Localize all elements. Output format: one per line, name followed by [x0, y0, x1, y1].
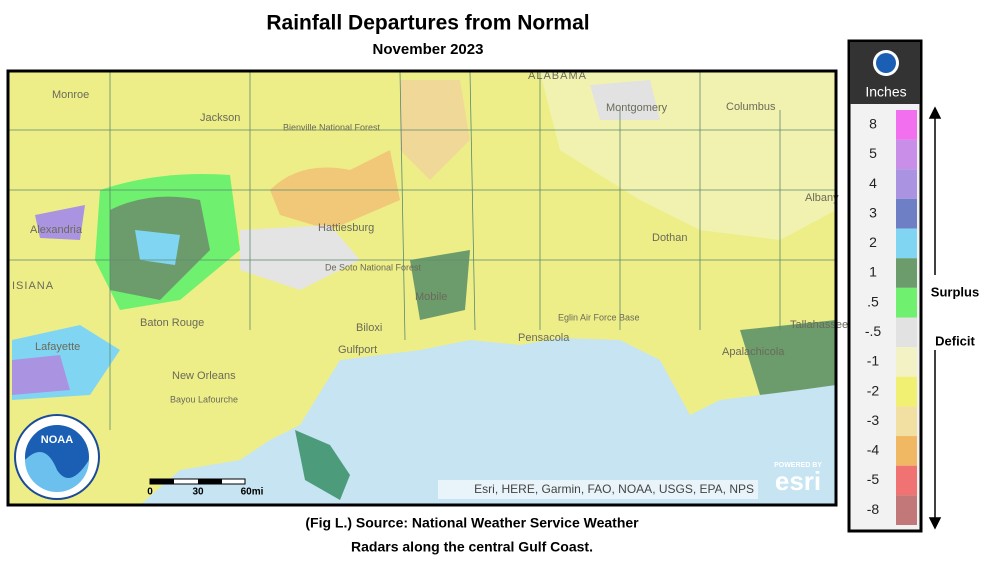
legend-label: -4 — [867, 442, 880, 458]
subtitle: November 2023 — [373, 41, 484, 58]
place-label: Pensacola — [518, 332, 570, 344]
legend-label: 4 — [869, 175, 877, 191]
legend-label: 2 — [869, 234, 877, 250]
caption-line: Radars along the central Gulf Coast. — [351, 539, 593, 555]
logo-text: NOAA — [41, 434, 73, 446]
map-frame — [6, 69, 838, 507]
legend-label: -2 — [867, 382, 880, 398]
scale-label: 0 — [147, 487, 153, 498]
place-label: ALABAMA — [528, 70, 587, 82]
region-normal — [240, 225, 360, 290]
region-surplus — [740, 320, 836, 395]
place-label: Alexandria — [30, 224, 83, 236]
surplus-label: Surplus — [931, 284, 979, 299]
place-label: Gulfport — [338, 344, 377, 356]
legend-swatch — [896, 376, 917, 407]
attribution-bg — [438, 480, 758, 499]
legend-logo — [876, 53, 896, 73]
legend-swatch — [896, 406, 917, 437]
place-label: New Orleans — [172, 370, 236, 382]
place-label: Dothan — [652, 232, 687, 244]
place-label: Montgomery — [606, 102, 668, 114]
region-surplus — [12, 355, 70, 395]
legend-swatch — [896, 317, 917, 348]
place-label: Bienville National Forest — [283, 122, 381, 132]
legend-label: -.5 — [865, 323, 882, 339]
legend-swatch — [896, 465, 917, 496]
legend-swatch — [896, 287, 917, 318]
legend-label: 1 — [869, 264, 877, 280]
region-surplus — [35, 205, 85, 240]
legend-swatch — [896, 139, 917, 170]
legend-swatch — [896, 436, 917, 466]
legend-swatch — [896, 495, 917, 525]
place-label: Monroe — [52, 89, 89, 101]
caption-line: (Fig L.) Source: National Weather Servic… — [305, 515, 639, 531]
place-label: Albany — [805, 192, 839, 204]
deficit-label: Deficit — [935, 333, 975, 348]
place-label: Mobile — [415, 291, 447, 303]
legend-swatch — [896, 347, 917, 377]
place-label: Tallahassee — [790, 319, 848, 331]
region-normal — [590, 80, 660, 120]
esri-powered: POWERED BY — [774, 462, 822, 469]
place-labels: Monroe Jackson Bienville National Forest… — [12, 70, 848, 404]
county-lines — [8, 71, 836, 430]
map: Monroe Jackson Bienville National Forest… — [6, 69, 848, 507]
legend-label: 3 — [869, 204, 877, 220]
legend-swatch — [896, 110, 917, 140]
legend-swatch — [896, 258, 917, 288]
legend-swatch — [896, 169, 917, 199]
delta — [295, 430, 350, 500]
region-surplus — [410, 250, 470, 320]
legend-label: -1 — [867, 353, 880, 369]
legend-label: .5 — [867, 293, 879, 309]
legend-swatch — [896, 228, 917, 259]
place-label: Columbus — [726, 101, 776, 113]
place-label: ISIANA — [12, 280, 54, 292]
place-label: Baton Rouge — [140, 317, 204, 329]
noaa-logo: NOAA — [14, 414, 100, 500]
legend-label: 5 — [869, 145, 877, 161]
place-label: Lafayette — [35, 341, 80, 353]
scale-label: 60mi — [241, 487, 264, 498]
legend-label: 8 — [869, 116, 877, 132]
legend-label: -3 — [867, 412, 880, 428]
legend: Inches 8 5 4 3 2 1 .5 -.5 -1 -2 -3 -4 -5 -8 — [847, 39, 923, 533]
place-label: Jackson — [200, 112, 240, 124]
place-label: Hattiesburg — [318, 222, 374, 234]
place-label: Biloxi — [356, 322, 382, 334]
title: Rainfall Departures from Normal — [266, 12, 589, 35]
legend-label: -8 — [867, 501, 880, 517]
scale-label: 30 — [192, 487, 204, 498]
scale-bar: 0 30 60mi — [147, 478, 264, 498]
esri-logo: esri — [775, 466, 821, 496]
attribution: Esri, HERE, Garmin, FAO, NOAA, USGS, EPA… — [474, 482, 754, 496]
legend-unit: Inches — [865, 84, 906, 100]
place-label: Apalachicola — [722, 346, 785, 358]
region-surplus — [135, 230, 180, 265]
legend-arrows — [928, 106, 942, 530]
place-label: Eglin Air Force Base — [558, 312, 640, 322]
legend-label: -5 — [867, 471, 880, 487]
legend-swatch — [896, 198, 917, 229]
place-label: De Soto National Forest — [325, 262, 422, 272]
place-label: Bayou Lafourche — [170, 394, 238, 404]
